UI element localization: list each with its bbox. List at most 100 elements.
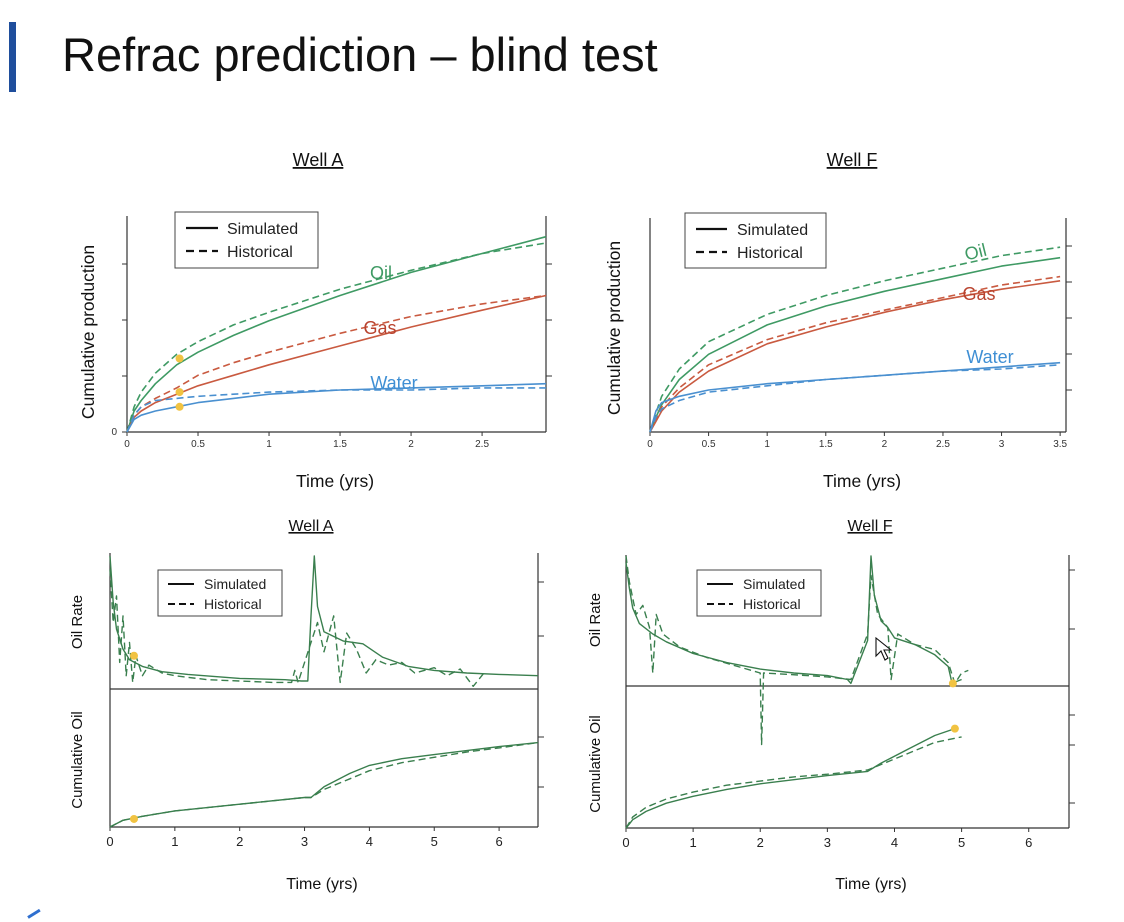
cursor-arrow: [875, 636, 893, 661]
chart-wellF-cumulative: Well F 0 0.5 1 1.5 2 2.5 3 3.5 Cumulative produ…: [604, 150, 1072, 491]
series-line-oil-historical: [126, 242, 547, 433]
cursor-icon: [875, 636, 893, 661]
series-line-water-simulated: [649, 361, 1061, 433]
legend-simulated-label: Simulated: [737, 222, 808, 239]
series-lines: [625, 555, 969, 829]
x-tick-label: 3: [824, 835, 831, 850]
x-tick-label: 1: [690, 835, 697, 850]
y-tick-label: 0: [111, 427, 117, 438]
chart-title: Well F: [847, 518, 892, 535]
x-tick-label: 0: [622, 835, 629, 850]
x-ticks: 0 1 2 3 4 5 6: [106, 827, 503, 849]
x-axis-label: Time (yrs): [835, 876, 906, 893]
series-label-gas: Gas: [962, 284, 995, 304]
y-axis-label-rate: Oil Rate: [587, 593, 604, 647]
x-tick-label: 0: [106, 834, 113, 849]
series-line-simulated-simulated: [109, 555, 539, 682]
y-axis-label-cumulative: Cumulative Oil: [587, 715, 604, 813]
x-tick-label: 4: [891, 835, 898, 850]
x-tick-label: 0.5: [191, 439, 205, 450]
series-line-simulated-simulated: [109, 741, 539, 828]
series-line-oil-historical: [649, 246, 1061, 433]
x-tick-label: 0.5: [702, 439, 716, 450]
y-axis-label-rate: Oil Rate: [69, 595, 86, 649]
legend-simulated-label: Simulated: [227, 221, 298, 238]
series-label-water: Water: [370, 373, 417, 393]
series-line-historical-historical: [109, 741, 539, 828]
series-line-water-simulated: [126, 382, 547, 433]
x-ticks: 0 1 2 3 4 5 6: [622, 828, 1032, 850]
x-tick-label: 2: [408, 439, 414, 450]
x-ticks: 0 0.5 1 1.5 2 2.5 3 3.5: [647, 432, 1068, 450]
x-tick-label: 0: [647, 439, 653, 450]
x-tick-label: 2: [236, 834, 243, 849]
series-lines: [649, 246, 1061, 433]
legend-box: [684, 212, 827, 269]
legend: Simulated Historical: [174, 211, 319, 269]
data-marker: [129, 651, 138, 660]
legend-box: [174, 211, 319, 269]
markers: [129, 651, 138, 823]
series-label-oil: Oil: [962, 240, 988, 265]
legend-historical-label: Historical: [204, 596, 262, 612]
x-axis-label: Time (yrs): [286, 876, 357, 893]
data-marker: [175, 402, 184, 411]
chart-title: Well A: [293, 150, 344, 170]
x-ticks: 0 0.5 1 1.5 2 2.5: [122, 263, 489, 450]
legend-box: [696, 569, 822, 617]
series-line-simulated-simulated: [625, 555, 962, 685]
x-tick-label: 3: [999, 439, 1005, 450]
legend-simulated-label: Simulated: [743, 576, 805, 592]
x-tick-label: 1: [266, 439, 272, 450]
markers: [948, 679, 959, 733]
series-label-gas: Gas: [363, 318, 396, 338]
series-line-gas-simulated: [649, 280, 1061, 433]
data-marker: [129, 814, 138, 823]
y-axis-label: Cumulative production: [78, 245, 98, 419]
x-tick-label: 0: [124, 439, 130, 450]
x-tick-label: 1: [171, 834, 178, 849]
x-tick-label: 1: [764, 439, 770, 450]
series-line-oil-simulated: [126, 235, 547, 433]
data-marker: [175, 388, 184, 397]
chart-wellF-rate: Well F 0 1 2 3 4 5 6 Oil Rate Cumulative Oil T…: [587, 518, 1075, 893]
axis-frame: [625, 555, 1070, 829]
legend-historical-label: Historical: [743, 596, 801, 612]
x-tick-label: 2: [757, 835, 764, 850]
right-axis-ticks: [1069, 569, 1075, 804]
series-line-oil-simulated: [649, 256, 1061, 433]
series-lines: [126, 235, 547, 433]
x-tick-label: 3.5: [1053, 439, 1067, 450]
x-axis-label: Time (yrs): [296, 471, 374, 491]
x-axis-label: Time (yrs): [823, 471, 901, 491]
x-tick-label: 2: [882, 439, 888, 450]
series-line-gas-historical: [126, 294, 547, 433]
x-tick-label: 1.5: [819, 439, 833, 450]
x-tick-label: 5: [958, 835, 965, 850]
x-tick-label: 4: [366, 834, 373, 849]
x-tick-label: 1.5: [333, 439, 347, 450]
right-axis-ticks: [546, 263, 552, 377]
chart-title: Well A: [288, 518, 333, 535]
legend-historical-label: Historical: [737, 245, 803, 262]
x-tick-label: 3: [301, 834, 308, 849]
slide-title: Refrac prediction – blind test: [62, 28, 658, 81]
chart-wellA-cumulative: Well A 0 0.5 1 1.5 2 2.5 0 Cumulative product…: [78, 150, 552, 491]
legend: Simulated Historical: [684, 212, 827, 269]
series-line-simulated-simulated: [625, 727, 956, 829]
chart-title: Well F: [827, 150, 878, 170]
legend-simulated-label: Simulated: [204, 576, 266, 592]
series-label-water: Water: [966, 347, 1013, 367]
right-axis-ticks: [538, 581, 544, 788]
x-tick-label: 5: [431, 834, 438, 849]
series-line-historical-historical: [625, 736, 962, 829]
chart-wellA-rate: Well A 0 1 2 3 4 5 6 Oil Rate Cumulative Oil T…: [69, 518, 544, 893]
x-tick-label: 2.5: [475, 439, 489, 450]
series-label-oil: Oil: [370, 263, 392, 283]
series-line-historical-historical: [109, 569, 487, 687]
series-line-water-historical: [126, 387, 546, 433]
x-tick-label: 6: [495, 834, 502, 849]
data-marker: [948, 679, 957, 688]
right-axis-ticks: [1066, 245, 1072, 391]
